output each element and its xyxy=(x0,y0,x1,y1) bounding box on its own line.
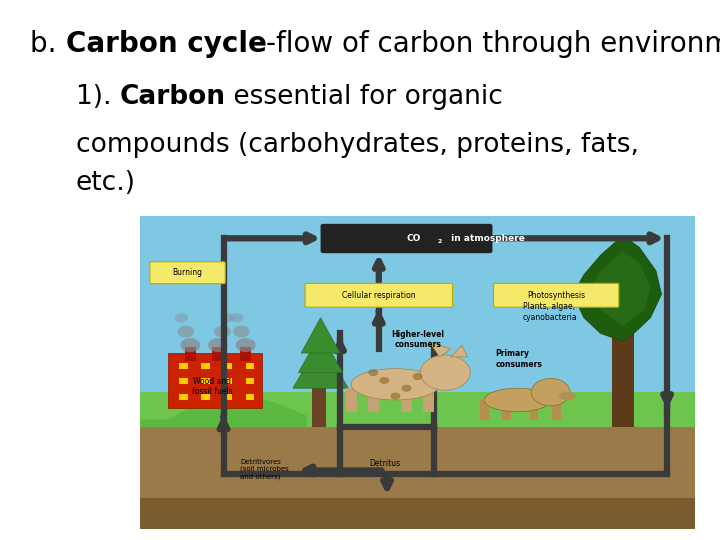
FancyBboxPatch shape xyxy=(179,394,187,400)
Circle shape xyxy=(175,313,188,322)
FancyBboxPatch shape xyxy=(246,394,254,400)
FancyBboxPatch shape xyxy=(140,428,695,529)
Ellipse shape xyxy=(484,388,551,411)
Text: Wood and
fossil fuels: Wood and fossil fuels xyxy=(192,376,233,396)
FancyBboxPatch shape xyxy=(612,318,634,428)
Text: 1).: 1). xyxy=(76,84,120,110)
FancyBboxPatch shape xyxy=(179,379,187,384)
Circle shape xyxy=(220,313,233,322)
Circle shape xyxy=(178,326,194,338)
Text: 2: 2 xyxy=(437,239,441,244)
Circle shape xyxy=(214,326,231,338)
FancyBboxPatch shape xyxy=(305,284,453,307)
Circle shape xyxy=(413,373,423,380)
FancyBboxPatch shape xyxy=(423,388,434,411)
FancyBboxPatch shape xyxy=(224,394,232,400)
FancyBboxPatch shape xyxy=(202,379,210,384)
Circle shape xyxy=(233,326,250,338)
FancyBboxPatch shape xyxy=(224,379,232,384)
Text: Photosynthesis: Photosynthesis xyxy=(527,291,585,300)
FancyBboxPatch shape xyxy=(246,363,254,369)
FancyBboxPatch shape xyxy=(320,224,492,253)
Text: in atmosphere: in atmosphere xyxy=(448,234,525,243)
Text: Burning: Burning xyxy=(173,268,202,277)
FancyBboxPatch shape xyxy=(140,392,695,428)
FancyBboxPatch shape xyxy=(202,363,210,369)
Text: etc.): etc.) xyxy=(76,170,135,196)
Text: -flow of carbon through environment: -flow of carbon through environment xyxy=(266,30,720,58)
Polygon shape xyxy=(301,318,340,353)
Text: Detritivores
(soil microbes
and others): Detritivores (soil microbes and others) xyxy=(240,459,289,480)
Text: compounds (carbohydrates, proteins, fats,: compounds (carbohydrates, proteins, fats… xyxy=(76,132,639,158)
Polygon shape xyxy=(573,235,662,341)
FancyBboxPatch shape xyxy=(185,347,196,361)
Text: Carbon cycle: Carbon cycle xyxy=(66,30,266,58)
Circle shape xyxy=(230,313,243,322)
FancyBboxPatch shape xyxy=(493,284,619,307)
Text: Carbon: Carbon xyxy=(120,84,225,110)
Text: essential for organic: essential for organic xyxy=(225,84,503,110)
Polygon shape xyxy=(140,388,307,428)
FancyBboxPatch shape xyxy=(168,353,262,408)
Circle shape xyxy=(390,393,400,400)
Circle shape xyxy=(235,338,256,352)
Text: Cellular respiration: Cellular respiration xyxy=(342,291,415,300)
Text: Primary
consumers: Primary consumers xyxy=(495,349,542,368)
FancyBboxPatch shape xyxy=(312,388,326,428)
FancyBboxPatch shape xyxy=(150,262,225,284)
FancyBboxPatch shape xyxy=(140,498,695,529)
FancyBboxPatch shape xyxy=(530,400,539,420)
Text: b.: b. xyxy=(30,30,66,58)
FancyBboxPatch shape xyxy=(346,388,356,411)
FancyBboxPatch shape xyxy=(224,363,232,369)
FancyBboxPatch shape xyxy=(246,379,254,384)
Polygon shape xyxy=(298,333,343,373)
Circle shape xyxy=(420,355,470,390)
FancyBboxPatch shape xyxy=(179,363,187,369)
FancyBboxPatch shape xyxy=(240,347,251,361)
FancyBboxPatch shape xyxy=(202,394,210,400)
Circle shape xyxy=(368,369,378,376)
Polygon shape xyxy=(293,341,348,388)
FancyBboxPatch shape xyxy=(140,216,695,404)
FancyBboxPatch shape xyxy=(212,347,224,361)
Text: Plants, algae,
cyanobacteria: Plants, algae, cyanobacteria xyxy=(523,302,577,321)
Text: Higher-level
consumers: Higher-level consumers xyxy=(391,329,444,349)
Ellipse shape xyxy=(559,392,575,400)
Polygon shape xyxy=(428,341,451,357)
Circle shape xyxy=(379,377,390,384)
Polygon shape xyxy=(451,345,467,357)
FancyBboxPatch shape xyxy=(368,388,379,411)
Polygon shape xyxy=(590,251,650,326)
FancyBboxPatch shape xyxy=(552,400,561,420)
Circle shape xyxy=(531,379,570,406)
Circle shape xyxy=(402,384,412,392)
FancyBboxPatch shape xyxy=(502,400,510,420)
Circle shape xyxy=(180,338,200,352)
Ellipse shape xyxy=(351,369,440,400)
FancyBboxPatch shape xyxy=(401,388,412,411)
Text: CO: CO xyxy=(407,234,421,243)
Circle shape xyxy=(208,338,228,352)
Text: Detritus: Detritus xyxy=(369,459,400,468)
FancyBboxPatch shape xyxy=(480,400,489,420)
